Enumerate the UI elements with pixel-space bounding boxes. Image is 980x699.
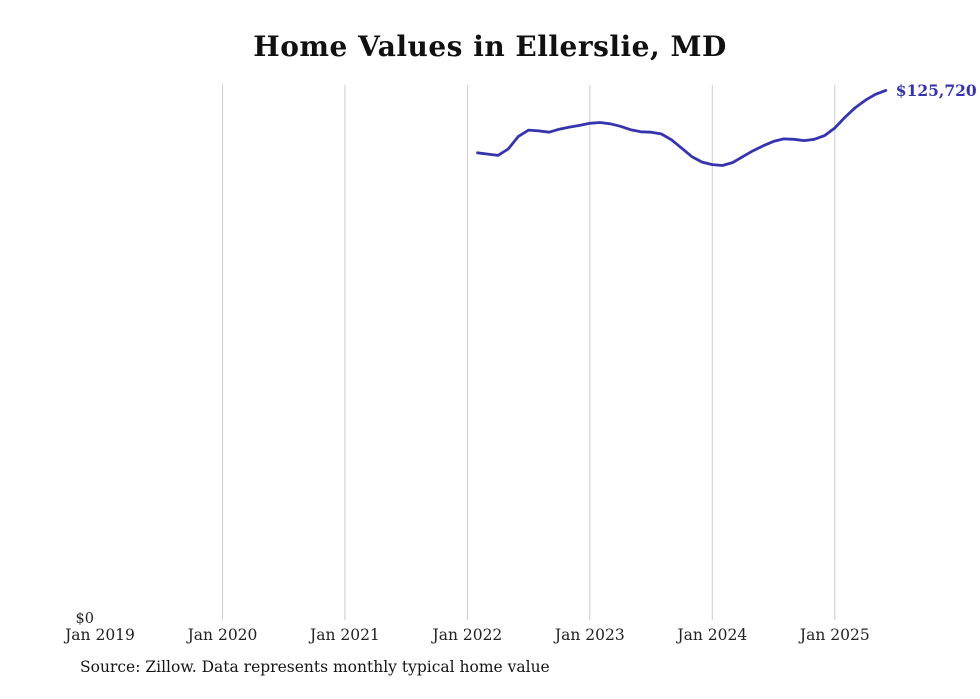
y-axis-zero-label: $0 [75, 611, 94, 627]
x-tick-label: Jan 2025 [799, 626, 870, 644]
home-value-line [476, 89, 888, 167]
line-end-value-label: $125,720 [895, 81, 977, 101]
x-tick-label: Jan 2019 [65, 626, 135, 644]
x-tick-label: Jan 2023 [554, 626, 625, 644]
x-tick-label: Jan 2024 [677, 626, 748, 644]
x-axis-labels: Jan 2019 Jan 2020 Jan 2021 Jan 2022 Jan 2023… [0, 626, 980, 648]
x-tick-label: Jan 2020 [187, 626, 258, 644]
chart-title: Home Values in Ellerslie, MD [253, 30, 727, 63]
x-tick-label: Jan 2021 [309, 626, 380, 644]
x-tick-label: Jan 2022 [432, 626, 503, 644]
source-note: Source: Zillow. Data represents monthly … [80, 658, 550, 676]
